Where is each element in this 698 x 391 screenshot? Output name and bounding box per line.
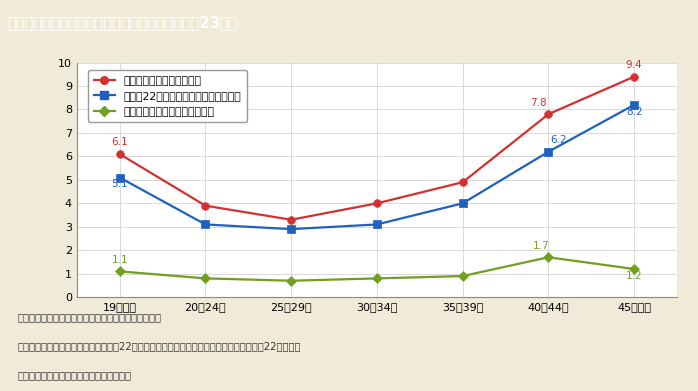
Text: 9.4: 9.4 <box>626 60 642 70</box>
Text: ２．周産期死亡率及び妍娠渢22週以後の死産率における出産は，出生数に妍娠渢22週以後の: ２．周産期死亡率及び妍娠渢22週以後の死産率における出産は，出生数に妍娠渢22週… <box>17 341 301 351</box>
Text: 6.1: 6.1 <box>112 137 128 147</box>
Text: 1.1: 1.1 <box>112 255 128 265</box>
Text: 1.7: 1.7 <box>533 241 550 251</box>
Text: 死産数を加えたものである。: 死産数を加えたものである。 <box>17 370 131 380</box>
Legend: 周産期死亡率（出産千対）, 妍娠渢22週以後の死産率（出産千対）, 早期新生児死亡率（出生千対）: 周産期死亡率（出産千対）, 妍娠渢22週以後の死産率（出産千対）, 早期新生児死… <box>88 70 247 122</box>
Text: 7.8: 7.8 <box>530 98 547 108</box>
Text: 5.1: 5.1 <box>112 179 128 189</box>
Text: 6.2: 6.2 <box>551 135 567 145</box>
Text: 1.2: 1.2 <box>626 271 642 281</box>
Text: 8.2: 8.2 <box>626 106 642 117</box>
Text: 第１－６－２図　母の年齢別周産期死亡率（平成23年）: 第１－６－２図 母の年齢別周産期死亡率（平成23年） <box>7 15 237 30</box>
Text: （参考）１．厘生労働省「人口動態統計」より作成。: （参考）１．厘生労働省「人口動態統計」より作成。 <box>17 312 161 322</box>
